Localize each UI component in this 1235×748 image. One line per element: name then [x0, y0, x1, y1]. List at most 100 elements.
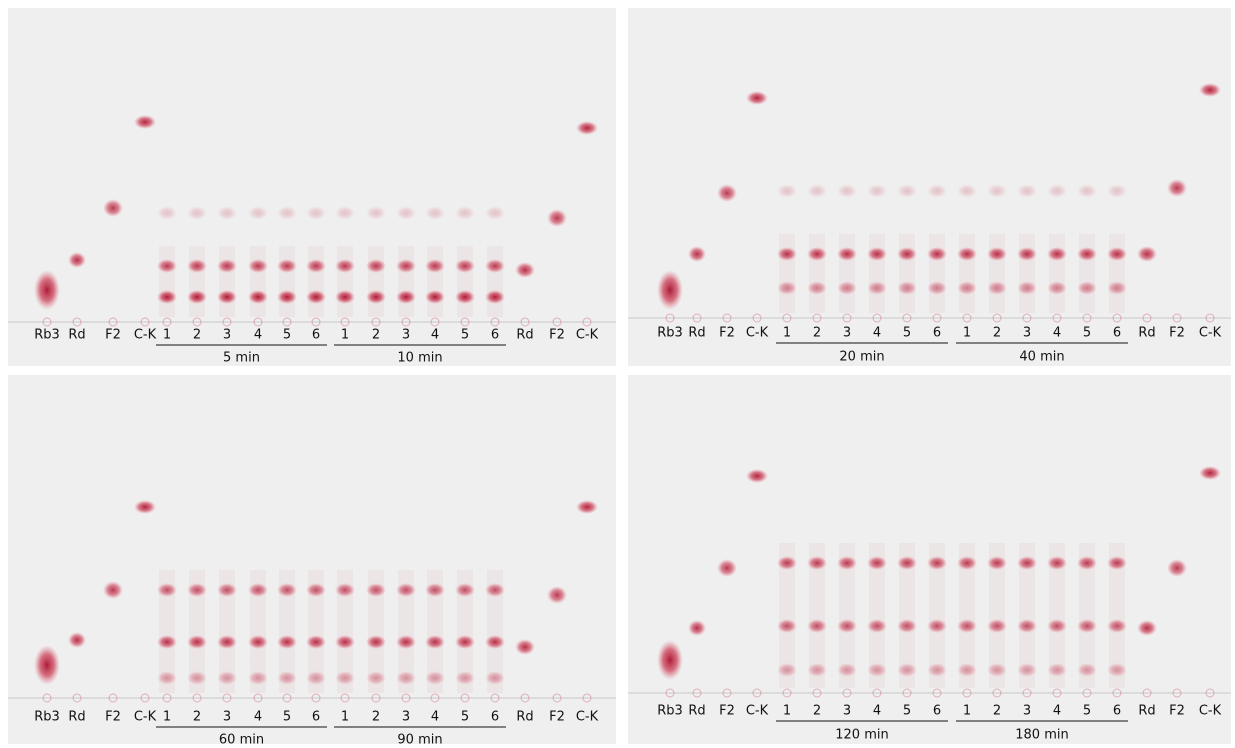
spot — [927, 556, 947, 570]
spot — [248, 583, 268, 597]
spot — [485, 671, 505, 685]
lane-label: 3 — [223, 328, 231, 343]
spot — [1077, 247, 1097, 261]
spot — [1047, 556, 1067, 570]
spot — [306, 259, 326, 273]
spot — [987, 281, 1007, 295]
lane-label: 5 — [903, 704, 911, 719]
lane-label: 5 — [461, 710, 469, 725]
spot — [987, 556, 1007, 570]
spot — [455, 206, 475, 220]
spot — [897, 556, 917, 570]
spot — [306, 671, 326, 685]
spot — [277, 259, 297, 273]
spot — [717, 184, 737, 202]
spot — [867, 619, 887, 633]
lane-label: 1 — [341, 710, 349, 725]
lane-label: 4 — [873, 704, 881, 719]
spot — [277, 206, 297, 220]
spot — [157, 583, 177, 597]
lane-label: 1 — [963, 704, 971, 719]
spot — [187, 671, 207, 685]
spot — [335, 671, 355, 685]
lane-label: 6 — [312, 328, 320, 343]
spot — [396, 671, 416, 685]
lane-label: 5 — [903, 326, 911, 341]
spot — [1077, 663, 1097, 677]
lane-smear — [308, 246, 324, 317]
lane-label: 5 — [283, 328, 291, 343]
spot — [1017, 184, 1037, 198]
spot — [157, 671, 177, 685]
spot — [134, 500, 156, 514]
spot — [306, 206, 326, 220]
spot — [187, 635, 207, 649]
group-label: 120 min — [835, 728, 888, 743]
lane-label: F2 — [1169, 326, 1185, 341]
spot — [957, 247, 977, 261]
spot — [1137, 246, 1157, 262]
lane-smear — [368, 246, 384, 317]
spot — [807, 619, 827, 633]
spot — [837, 663, 857, 677]
spot — [576, 121, 598, 135]
spot — [248, 635, 268, 649]
lane-label: F2 — [719, 704, 735, 719]
spot — [807, 184, 827, 198]
spot — [335, 206, 355, 220]
group-label: 180 min — [1015, 728, 1068, 743]
spot — [425, 206, 445, 220]
spot — [485, 635, 505, 649]
spot — [248, 290, 268, 304]
spot — [187, 259, 207, 273]
spot — [717, 559, 737, 577]
lane-smear — [1109, 234, 1125, 313]
spot — [1167, 559, 1187, 577]
spot — [515, 639, 535, 655]
lane-label: 6 — [933, 326, 941, 341]
lane-smear — [959, 234, 975, 313]
lane-label: 2 — [372, 328, 380, 343]
spot — [1077, 281, 1097, 295]
spot — [335, 583, 355, 597]
lane-label: 4 — [1053, 326, 1061, 341]
spot — [134, 115, 156, 129]
spot — [547, 586, 567, 604]
spot — [455, 671, 475, 685]
spot — [425, 290, 445, 304]
group-label: 60 min — [219, 733, 264, 748]
spot — [897, 247, 917, 261]
spot — [957, 184, 977, 198]
spot — [1107, 281, 1127, 295]
lane-smear — [989, 234, 1005, 313]
spot — [34, 270, 60, 310]
lane-label: 3 — [402, 328, 410, 343]
spot — [366, 206, 386, 220]
spot — [515, 262, 535, 278]
lane-smear — [189, 246, 205, 317]
spot — [837, 184, 857, 198]
spot — [485, 583, 505, 597]
lane-label: 6 — [1113, 704, 1121, 719]
spot — [217, 635, 237, 649]
lane-label: 3 — [843, 704, 851, 719]
spot — [277, 290, 297, 304]
spot — [396, 583, 416, 597]
spot — [957, 619, 977, 633]
spot — [837, 556, 857, 570]
lane-label: 3 — [402, 710, 410, 725]
spot — [837, 281, 857, 295]
spot — [335, 259, 355, 273]
spot — [335, 290, 355, 304]
lane-smear — [159, 246, 175, 317]
spot — [1017, 281, 1037, 295]
lane-label: 2 — [813, 326, 821, 341]
lane-label: F2 — [719, 326, 735, 341]
lane-smear — [1079, 234, 1095, 313]
lane-label: 3 — [223, 710, 231, 725]
spot — [777, 663, 797, 677]
spot — [987, 663, 1007, 677]
spot — [807, 281, 827, 295]
group-label: 5 min — [223, 351, 260, 366]
lane-label: 1 — [783, 326, 791, 341]
